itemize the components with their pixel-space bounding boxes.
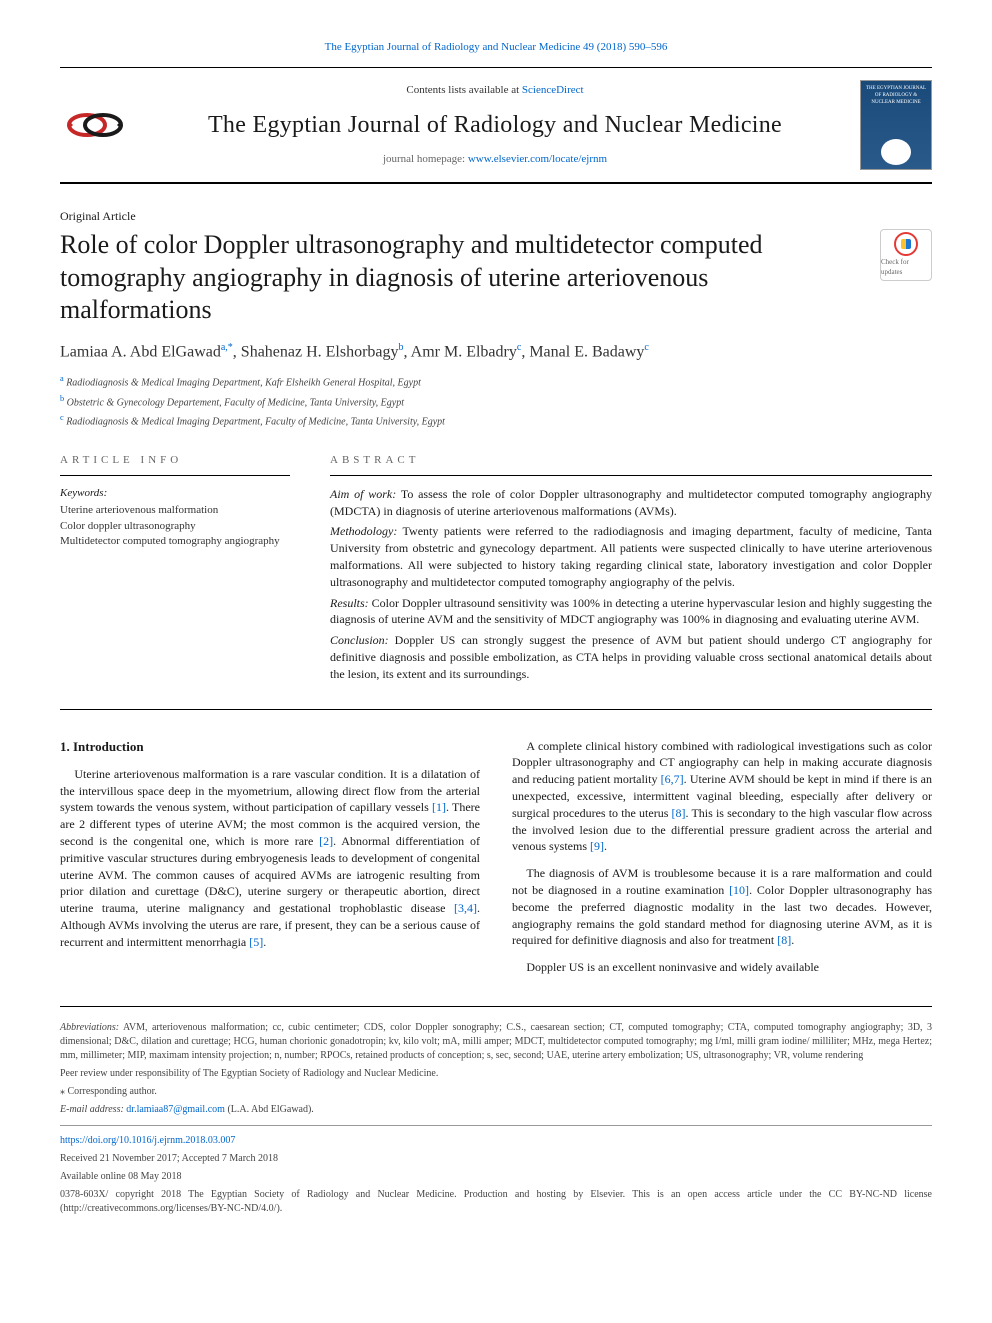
divider <box>330 475 932 476</box>
running-header: The Egyptian Journal of Radiology and Nu… <box>60 40 932 55</box>
contents-line: Contents lists available at ScienceDirec… <box>146 83 844 98</box>
citation[interactable]: [8] <box>672 806 686 820</box>
keyword: Color doppler ultrasonography <box>60 519 290 534</box>
keyword: Multidetector computed tomography angiog… <box>60 534 290 549</box>
citation[interactable]: [9] <box>590 839 604 853</box>
article-title: Role of color Doppler ultrasonography an… <box>60 229 860 327</box>
affiliation: b Obstetric & Gynecology Departement, Fa… <box>60 393 932 410</box>
section-heading: 1. Introduction <box>60 738 480 756</box>
sciencedirect-link[interactable]: ScienceDirect <box>522 84 584 96</box>
divider <box>60 182 932 184</box>
dates: Received 21 November 2017; Accepted 7 Ma… <box>60 1152 932 1166</box>
keywords-head: Keywords: <box>60 486 290 501</box>
crossmark-label: Check for updates <box>881 258 931 278</box>
affiliation: c Radiodiagnosis & Medical Imaging Depar… <box>60 412 932 429</box>
license: 0378-603X/ copyright 2018 The Egyptian S… <box>60 1188 932 1216</box>
divider <box>60 1125 932 1126</box>
abstract: Aim of work: To assess the role of color… <box>330 486 932 683</box>
divider <box>60 475 290 476</box>
citation[interactable]: [6,7] <box>661 772 684 786</box>
citation[interactable]: [5] <box>249 935 263 949</box>
crossmark-icon <box>894 232 918 256</box>
article-type: Original Article <box>60 208 932 225</box>
body-paragraph: A complete clinical history combined wit… <box>512 738 932 856</box>
body-paragraph: Uterine arteriovenous malformation is a … <box>60 766 480 951</box>
divider <box>60 709 932 710</box>
available-online: Available online 08 May 2018 <box>60 1170 932 1184</box>
journal-cover-thumb: THE EGYPTIAN JOURNAL OF RADIOLOGY & NUCL… <box>860 80 932 170</box>
crossmark-badge[interactable]: Check for updates <box>880 229 932 281</box>
citation[interactable]: [1] <box>432 800 446 814</box>
divider <box>60 67 932 68</box>
journal-header: Contents lists available at ScienceDirec… <box>60 72 932 178</box>
keyword: Uterine arteriovenous malformation <box>60 503 290 518</box>
authors: Lamiaa A. Abd ElGawada,*, Shahenaz H. El… <box>60 341 932 364</box>
peer-review-note: Peer review under responsibility of The … <box>60 1067 932 1081</box>
citation[interactable]: [2] <box>319 834 333 848</box>
affiliation: a Radiodiagnosis & Medical Imaging Depar… <box>60 373 932 390</box>
body-text: 1. Introduction Uterine arteriovenous ma… <box>60 738 932 976</box>
abstract-head: ABSTRACT <box>330 453 932 468</box>
article-info-head: ARTICLE INFO <box>60 453 290 468</box>
journal-homepage-link[interactable]: www.elsevier.com/locate/ejrnm <box>468 153 607 165</box>
homepage-line: journal homepage: www.elsevier.com/locat… <box>146 152 844 167</box>
publisher-logo <box>60 95 130 155</box>
doi-link[interactable]: https://doi.org/10.1016/j.ejrnm.2018.03.… <box>60 1135 235 1146</box>
citation[interactable]: [8] <box>777 933 791 947</box>
journal-title: The Egyptian Journal of Radiology and Nu… <box>146 109 844 143</box>
running-header-link[interactable]: The Egyptian Journal of Radiology and Nu… <box>325 41 668 53</box>
footer: Abbreviations: AVM, arteriovenous malfor… <box>60 1006 932 1216</box>
body-paragraph: The diagnosis of AVM is troublesome beca… <box>512 865 932 949</box>
corresponding-email[interactable]: dr.lamiaa87@gmail.com <box>126 1104 225 1115</box>
citation[interactable]: [10] <box>729 883 749 897</box>
citation[interactable]: [3,4] <box>454 901 477 915</box>
body-paragraph: Doppler US is an excellent noninvasive a… <box>512 959 932 976</box>
